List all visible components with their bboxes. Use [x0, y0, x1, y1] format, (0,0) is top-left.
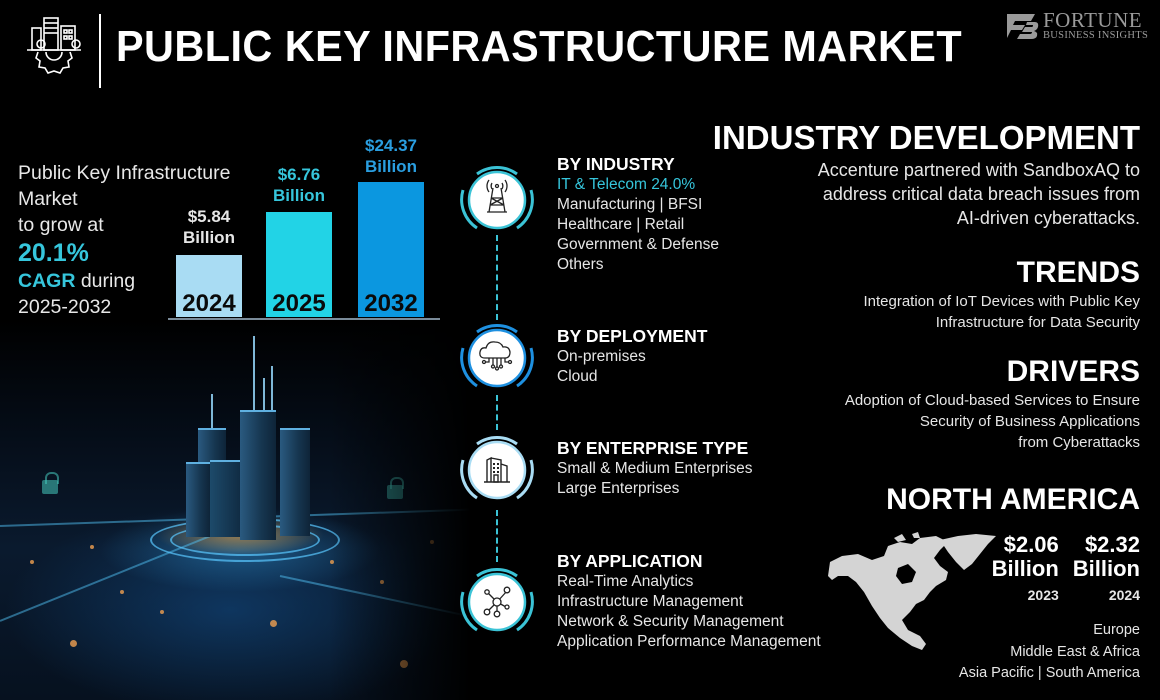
- bar-value-label-2032: $24.37 Billion: [365, 136, 417, 176]
- segment-item: Real-Time Analytics: [557, 573, 694, 590]
- drivers-line: from Cyberattacks: [1018, 434, 1140, 451]
- cagr-suffix: during: [75, 270, 136, 292]
- segment-highlight: IT & Telecom 24.0%: [557, 176, 696, 193]
- segment-item: Others: [557, 256, 604, 273]
- forecast-period: 2025-2032: [18, 296, 112, 318]
- growth-line-3: to grow at: [18, 214, 104, 236]
- chart-x-axis: [168, 318, 440, 320]
- segment-item: Infrastructure Management: [557, 593, 744, 610]
- region-item: Europe: [1093, 622, 1140, 638]
- region-item: Middle East & Africa: [1010, 643, 1140, 660]
- background-city-image: [0, 320, 470, 700]
- segment-item: Small & Medium Enterprises: [557, 460, 753, 477]
- cagr-value: 20.1%: [18, 239, 89, 267]
- drivers-line: Adoption of Cloud-based Services to Ensu…: [844, 392, 1140, 409]
- bar-2024: 2024: [176, 255, 242, 317]
- drivers-title: DRIVERS: [1006, 355, 1140, 388]
- market-growth-summary: Public Key Infrastructure Market to grow…: [18, 160, 230, 320]
- network-nodes-icon: [460, 568, 534, 632]
- segment-by-enterprise-type: BY ENTERPRISE TYPE Small & Medium Enterp…: [557, 438, 753, 499]
- north-america-section: NORTH AMERICA: [886, 482, 1140, 518]
- trends-line: Infrastructure for Data Security: [935, 314, 1140, 331]
- segment-connector: [496, 235, 498, 320]
- industry-development-line: AI-driven cyberattacks.: [956, 208, 1140, 228]
- trends-section: TRENDS Integration of IoT Devices with P…: [863, 255, 1140, 333]
- segment-connector: [496, 510, 498, 562]
- bar-value-label-2025: $6.76 Billion: [273, 165, 325, 205]
- bar-value-label-2024: $5.84 Billion: [183, 207, 235, 247]
- north-america-map-icon: [828, 532, 996, 650]
- brand-logo: FORTUNE BUSINESS INSIGHTS: [1005, 10, 1148, 42]
- bar-year-2024: 2024: [182, 290, 236, 317]
- north-america-title: NORTH AMERICA: [886, 483, 1140, 516]
- drivers-line: Security of Business Applications: [919, 413, 1140, 430]
- segment-item: Healthcare | Retail: [557, 216, 685, 233]
- segment-by-deployment: BY DEPLOYMENT On-premises Cloud: [557, 326, 707, 387]
- bar-2032: 2032: [358, 182, 424, 317]
- fortune-logo-icon: [1007, 13, 1039, 39]
- segment-by-application: BY APPLICATION Real-Time Analytics Infra…: [557, 551, 821, 652]
- cell-tower-icon: [460, 166, 534, 230]
- segment-by-industry: BY INDUSTRY IT & Telecom 24.0% Manufactu…: [557, 154, 719, 275]
- segment-title: BY INDUSTRY: [557, 154, 675, 174]
- bar-year-2032: 2032: [364, 290, 418, 317]
- segment-title: BY ENTERPRISE TYPE: [557, 438, 749, 458]
- industry-development-section: INDUSTRY DEVELOPMENT Accenture partnered…: [713, 118, 1140, 230]
- market-size-bar-chart: $5.84 Billion 2024 $6.76 Billion 2025 $24.…: [168, 130, 440, 320]
- segment-connector: [496, 395, 498, 430]
- city-gear-icon: [27, 17, 81, 74]
- segment-item: Cloud: [557, 368, 598, 385]
- other-regions-list: Europe Middle East & Africa Asia Pacific…: [959, 620, 1140, 685]
- office-building-icon: [460, 436, 534, 500]
- segment-item: On-premises: [557, 348, 646, 365]
- page-title: PUBLIC KEY INFRASTRUCTURE MARKET: [116, 22, 963, 71]
- segment-title: BY DEPLOYMENT: [557, 326, 708, 346]
- trends-title: TRENDS: [1016, 256, 1140, 289]
- bar-year-2025: 2025: [272, 290, 326, 317]
- growth-line-2: Market: [18, 188, 78, 210]
- industry-development-line: Accenture partnered with SandboxAQ to: [817, 160, 1140, 180]
- segment-item: Large Enterprises: [557, 480, 680, 497]
- na-value-2023: $2.06 Billion 2023: [991, 532, 1059, 604]
- segment-title: BY APPLICATION: [557, 551, 703, 571]
- bar-2025: 2025: [266, 212, 332, 317]
- trends-line: Integration of IoT Devices with Public K…: [863, 293, 1140, 310]
- cloud-network-icon: [460, 324, 534, 388]
- drivers-section: DRIVERS Adoption of Cloud-based Services…: [845, 354, 1140, 453]
- north-america-values: $2.06 Billion 2023 $2.32 Billion 2024: [991, 532, 1140, 604]
- brand-subtitle: BUSINESS INSIGHTS: [1043, 30, 1149, 41]
- na-value-2024: $2.32 Billion 2024: [1072, 532, 1140, 604]
- cagr-label: CAGR: [18, 270, 76, 292]
- segment-item: Application Performance Management: [557, 633, 821, 650]
- growth-line-1: Public Key Infrastructure: [18, 162, 231, 184]
- segment-item: Network & Security Management: [557, 613, 784, 630]
- industry-development-title: INDUSTRY DEVELOPMENT: [712, 119, 1140, 156]
- region-item: Asia Pacific | South America: [958, 665, 1140, 681]
- segment-item: Manufacturing | BFSI: [557, 196, 703, 213]
- brand-name: FORTUNE: [1043, 8, 1143, 32]
- industry-development-line: address critical data breach issues from: [822, 184, 1140, 204]
- header-divider: [99, 14, 101, 88]
- segment-item: Government & Defense: [557, 236, 719, 253]
